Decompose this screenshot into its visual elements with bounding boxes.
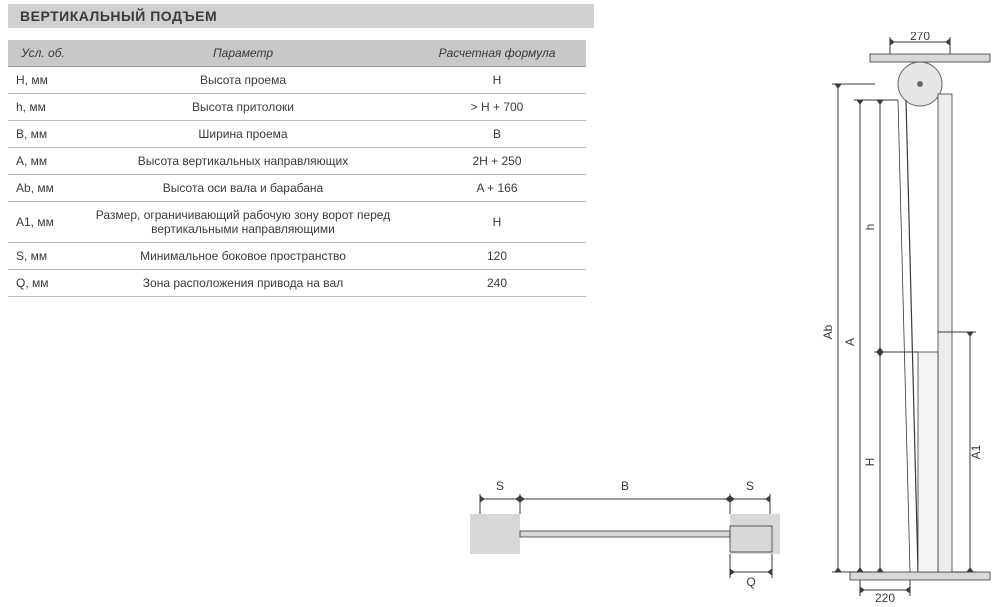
plan-label-s-right: S — [746, 479, 754, 493]
side-label-a: A — [843, 338, 857, 346]
cell-formula: 120 — [408, 243, 586, 270]
side-label-H: H — [863, 458, 877, 467]
cell-parameter: Высота притолоки — [78, 94, 408, 121]
plan-label-s-left: S — [496, 479, 504, 493]
table-row: A, ммВысота вертикальных направляющих2H … — [8, 148, 586, 175]
cell-parameter: Размер, ограничивающий рабочую зону воро… — [78, 202, 408, 243]
table-row: H, ммВысота проемаH — [8, 67, 586, 94]
col-parameter: Параметр — [78, 40, 408, 67]
cell-parameter: Высота вертикальных направляющих — [78, 148, 408, 175]
cell-formula: B — [408, 121, 586, 148]
col-symbol: Усл. об. — [8, 40, 78, 67]
cell-symbol: B, мм — [8, 121, 78, 148]
table-header-row: Усл. об. Параметр Расчетная формула — [8, 40, 586, 67]
side-elevation-diagram: 270 Ab A — [820, 32, 995, 602]
cell-symbol: h, мм — [8, 94, 78, 121]
side-label-a1: A1 — [969, 444, 983, 459]
cell-parameter: Ширина проема — [78, 121, 408, 148]
plan-view-diagram: S B S Q — [470, 474, 800, 594]
cell-parameter: Зона расположения привода на вал — [78, 270, 408, 297]
table-row: S, ммМинимальное боковое пространство120 — [8, 243, 586, 270]
side-label-top: 270 — [910, 32, 930, 43]
table-row: Ab, ммВысота оси вала и барабанаA + 166 — [8, 175, 586, 202]
parameters-table: Усл. об. Параметр Расчетная формула H, м… — [8, 40, 586, 297]
table-row: A1, ммРазмер, ограничивающий рабочую зон… — [8, 202, 586, 243]
cell-parameter: Высота проема — [78, 67, 408, 94]
cell-formula: H — [408, 202, 586, 243]
cell-symbol: A, мм — [8, 148, 78, 175]
cell-symbol: Ab, мм — [8, 175, 78, 202]
cell-formula: > H + 700 — [408, 94, 586, 121]
table-row: B, ммШирина проемаB — [8, 121, 586, 148]
cell-formula: 240 — [408, 270, 586, 297]
table-row: h, ммВысота притолоки> H + 700 — [8, 94, 586, 121]
cell-parameter: Минимальное боковое пространство — [78, 243, 408, 270]
cell-formula: A + 166 — [408, 175, 586, 202]
cell-symbol: H, мм — [8, 67, 78, 94]
cell-formula: 2H + 250 — [408, 148, 586, 175]
plan-label-q: Q — [746, 575, 755, 589]
side-label-bottom: 220 — [875, 591, 895, 602]
side-label-h: h — [863, 224, 877, 231]
cell-formula: H — [408, 67, 586, 94]
page-title: ВЕРТИКАЛЬНЫЙ ПОДЪЕМ — [8, 4, 594, 28]
side-label-ab: Ab — [821, 324, 835, 339]
cell-symbol: Q, мм — [8, 270, 78, 297]
cell-symbol: A1, мм — [8, 202, 78, 243]
plan-label-b: B — [621, 479, 629, 493]
table-row: Q, ммЗона расположения привода на вал240 — [8, 270, 586, 297]
cell-symbol: S, мм — [8, 243, 78, 270]
col-formula: Расчетная формула — [408, 40, 586, 67]
cell-parameter: Высота оси вала и барабана — [78, 175, 408, 202]
